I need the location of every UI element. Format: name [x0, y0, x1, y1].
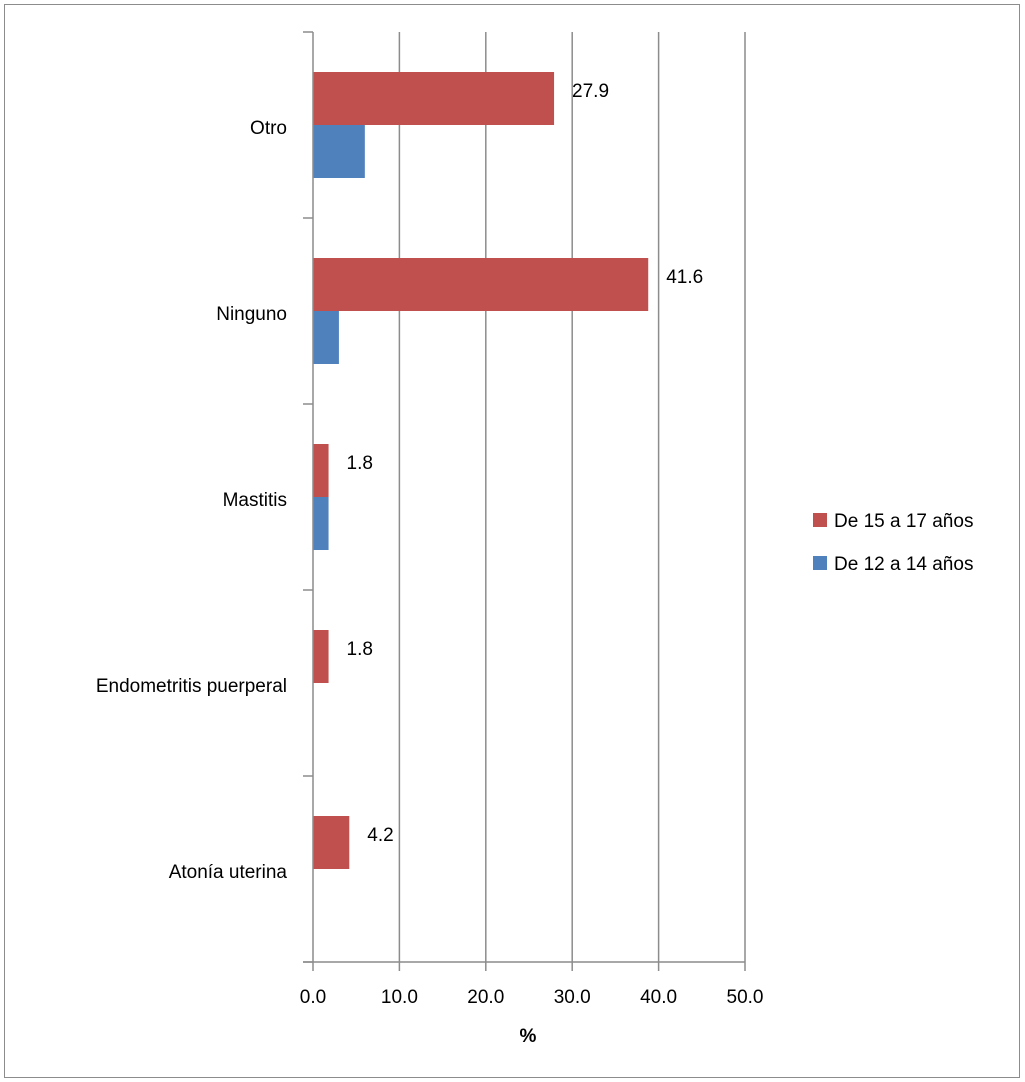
data-label: 4.2 — [367, 825, 393, 846]
data-label: 27.9 — [572, 81, 609, 102]
x-tick-label: 50.0 — [727, 987, 764, 1008]
legend-label: De 15 a 17 años — [834, 511, 973, 532]
category-label: Endometritis puerperal — [96, 676, 287, 697]
legend-swatch — [813, 556, 827, 570]
data-labels: 4.2 1.8 1.8 41.6 27.9 — [347, 81, 704, 846]
category-labels: Atonía uterina Endometritis puerperal Mast… — [96, 118, 288, 883]
bar-de-15-a-17 — [313, 258, 649, 311]
category-label: Otro — [250, 118, 287, 139]
data-label: 1.8 — [347, 453, 373, 474]
x-tick-label: 40.0 — [640, 987, 677, 1008]
bar-de-12-a-14 — [313, 125, 365, 178]
x-tick-label: 30.0 — [554, 987, 591, 1008]
gridlines — [398, 32, 746, 962]
x-tick-label: 20.0 — [467, 987, 504, 1008]
category-label: Ninguno — [216, 304, 287, 325]
chart-frame — [4, 4, 1020, 1078]
bars — [313, 72, 649, 869]
x-axis-title: % — [520, 1026, 537, 1047]
bar-de-12-a-14 — [313, 311, 339, 364]
x-tick-label: 0.0 — [300, 987, 326, 1008]
bar-de-15-a-17 — [313, 630, 329, 683]
legend: De 15 a 17 años De 12 a 14 años — [813, 511, 973, 575]
x-tick-label: 10.0 — [381, 987, 418, 1008]
data-label: 1.8 — [347, 639, 373, 660]
bar-de-15-a-17 — [313, 816, 350, 869]
category-label: Atonía uterina — [169, 862, 288, 883]
bar-de-12-a-14 — [313, 497, 329, 550]
legend-swatch — [813, 513, 827, 527]
bar-de-15-a-17 — [313, 72, 555, 125]
bar-de-15-a-17 — [313, 444, 329, 497]
data-label: 41.6 — [666, 267, 703, 288]
axes — [303, 31, 746, 971]
legend-label: De 12 a 14 años — [834, 554, 973, 575]
category-label: Mastitis — [223, 490, 287, 511]
x-tick-labels: 0.0 10.0 20.0 30.0 40.0 50.0 — [300, 987, 764, 1008]
